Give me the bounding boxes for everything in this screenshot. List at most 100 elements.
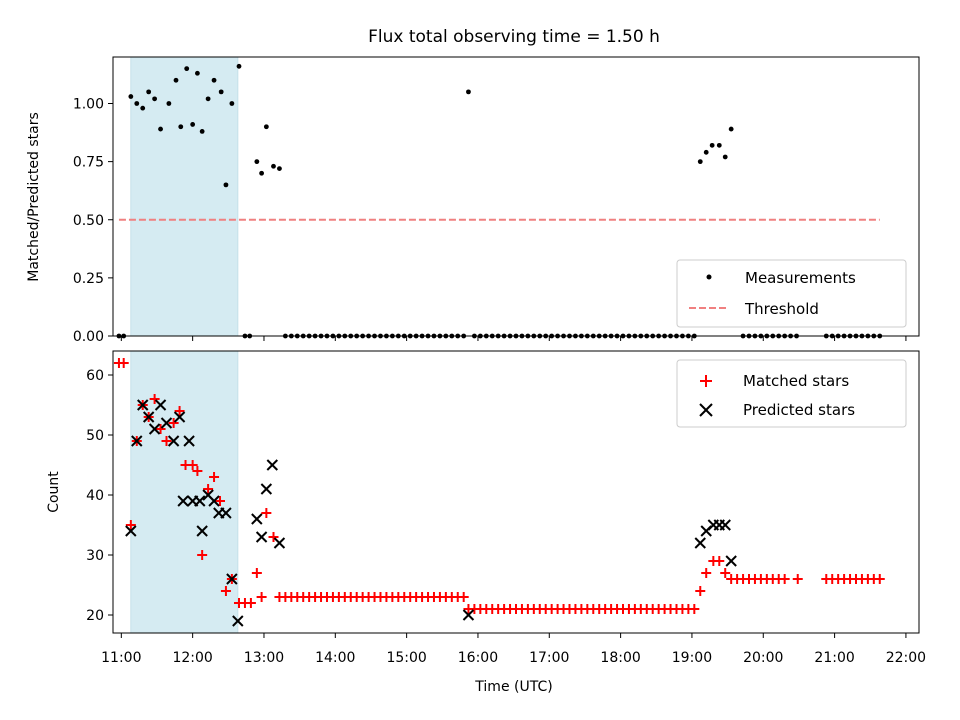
measurement-point [173,77,179,83]
x-tick-label: 18:00 [600,650,640,666]
predicted-stars-points [125,399,737,627]
ratio-x-ticks [120,336,907,341]
y-tick-label: 0.00 [73,329,104,345]
matched-star-point [720,568,731,578]
x-tick-label: 16:00 [458,650,498,666]
matched-star-point [714,556,725,566]
matched-star-point [251,568,262,578]
predicted-star-point [177,495,189,507]
y-tick-label: 0.50 [73,213,104,229]
matched-star-point [168,418,179,428]
matched-star-point [458,592,469,602]
measurement-point [466,89,471,95]
matched-star-point [161,436,172,446]
chart-title: Flux total observing time = 1.50 h [368,27,660,47]
count-y-axis-label: Count [46,471,62,513]
matched-star-point [245,598,256,608]
x-tick-label: 21:00 [814,650,854,666]
y-tick-label: 0.25 [73,271,104,287]
count-legend: Matched stars Predicted stars [676,359,907,428]
predicted-star-point [183,435,195,447]
predicted-star-point [208,495,220,507]
predicted-star-point [173,411,186,423]
measurement-point [190,122,196,127]
matched-stars-points [113,358,885,614]
legend-measurements-label: Measurements [745,269,856,287]
matched-star-point [209,472,220,482]
x-tick-label: 20:00 [743,650,783,666]
measurement-point [134,101,140,106]
ratio-axes-frame [112,56,920,337]
predicted-star-point [220,507,232,519]
predicted-star-point [260,483,273,495]
matched-star-point [155,424,166,434]
matched-star-point [268,532,279,542]
matched-star-point [701,568,712,578]
matched-star-point [689,604,700,614]
measurement-point [140,105,146,111]
measurement-point [128,94,134,99]
x-tick-label: 19:00 [672,650,712,666]
ratio-legend: Measurements Threshold [676,259,907,328]
predicted-star-point [273,537,286,549]
ratio-y-ticks: 0.00 0.25 0.50 0.75 1.00 [73,97,113,345]
measurement-point [218,89,224,95]
measurement-point [716,142,722,148]
matched-star-point [874,574,885,584]
y-tick-label: 30 [86,548,104,564]
measurement-point [199,129,205,134]
matched-star-point [187,460,198,470]
count-axes-frame [112,350,920,634]
measurement-point [223,182,229,188]
matched-star-point [779,574,790,584]
predicted-star-point [232,615,244,627]
predicted-star-point [142,411,155,423]
matched-star-point [125,520,136,530]
y-tick-label: 20 [86,608,104,624]
x-tick-label: 17:00 [529,650,569,666]
measurement-point [728,126,734,132]
matched-star-point [214,496,225,506]
x-tick-label: 13:00 [244,650,284,666]
count-x-ticks: 11:00 12:00 13:00 14:00 15:00 16:00 17:00 18:00… [101,633,926,666]
matched-star-point [792,574,803,584]
measurement-point [152,96,158,102]
highlight-span-bottom [130,350,239,634]
matched-star-point [261,508,272,518]
measurement-point [158,126,163,132]
ratio-legend-box [676,259,907,328]
predicted-star-point [725,555,737,567]
measurement-point [263,124,269,130]
ratio-y-axis-label: Matched/Predicted stars [26,112,42,282]
predicted-star-point [251,513,263,525]
highlight-span-top [130,56,239,337]
matched-star-point [174,406,185,416]
predicted-star-point [719,519,731,531]
count-legend-box [676,359,907,428]
matched-star-point [118,358,129,368]
predicted-star-point [160,417,173,429]
predicted-star-point [462,609,475,621]
measurement-point [184,66,190,72]
predicted-star-point [226,573,238,585]
measurement-point [229,101,235,106]
legend-matched-marker [700,375,712,387]
measurement-point [277,166,282,172]
legend-threshold-label: Threshold [744,300,819,318]
x-axis-label: Time (UTC) [474,679,552,695]
predicted-star-point [194,495,206,507]
matched-star-point [256,592,267,602]
predicted-star-point [266,459,279,471]
matched-star-point [203,484,214,494]
legend-predicted-label: Predicted stars [743,401,855,419]
predicted-star-point [125,525,137,537]
predicted-star-point [255,531,268,543]
predicted-star-point [167,435,180,447]
matched-star-point [220,586,231,596]
measurement-point [236,63,242,69]
measurement-point [703,149,709,155]
measurement-point [211,77,217,83]
measurement-point [722,154,728,160]
measurement-point [205,96,211,102]
